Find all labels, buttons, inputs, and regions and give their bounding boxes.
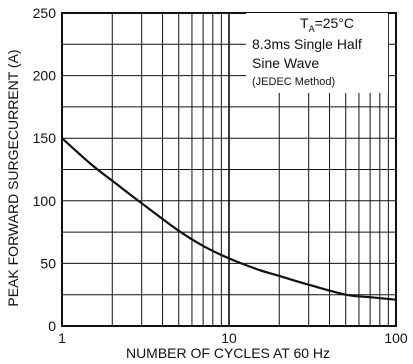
temp-value: =25°C [315,15,354,31]
y-tick-label: 200 [33,68,57,84]
y-tick-label: 100 [33,193,57,209]
x-tick-label: 1 [58,330,66,346]
annotation-line-method: (JEDEC Method) [252,76,335,88]
x-tick-label: 100 [384,330,408,346]
annotation-backdrop [246,13,388,93]
y-tick-label: 0 [48,318,56,334]
series-curve-group [61,137,397,301]
y-axis-title: PEAK FORWARD SURGECURRENT (A) [5,49,21,306]
x-tick-labels: 1 10 100 [58,330,408,346]
y-tick-label: 150 [33,130,57,146]
annotation-line-waveform: Sine Wave [252,55,319,71]
y-tick-labels: 0 50 100 150 200 250 [33,5,57,334]
surge-current-curve [61,137,397,301]
y-tick-label: 250 [33,5,57,21]
temp-prefix: T [300,15,309,31]
plot-frame [61,12,397,327]
annotation-temperature: TA=25°C [300,15,354,34]
temp-subscript: A [309,24,315,34]
x-axis-title: NUMBER OF CYCLES AT 60 Hz [126,345,330,361]
y-tick-label: 50 [40,255,56,271]
annotation-line-pulse: 8.3ms Single Half [252,36,362,52]
x-tick-label: 10 [221,330,237,346]
